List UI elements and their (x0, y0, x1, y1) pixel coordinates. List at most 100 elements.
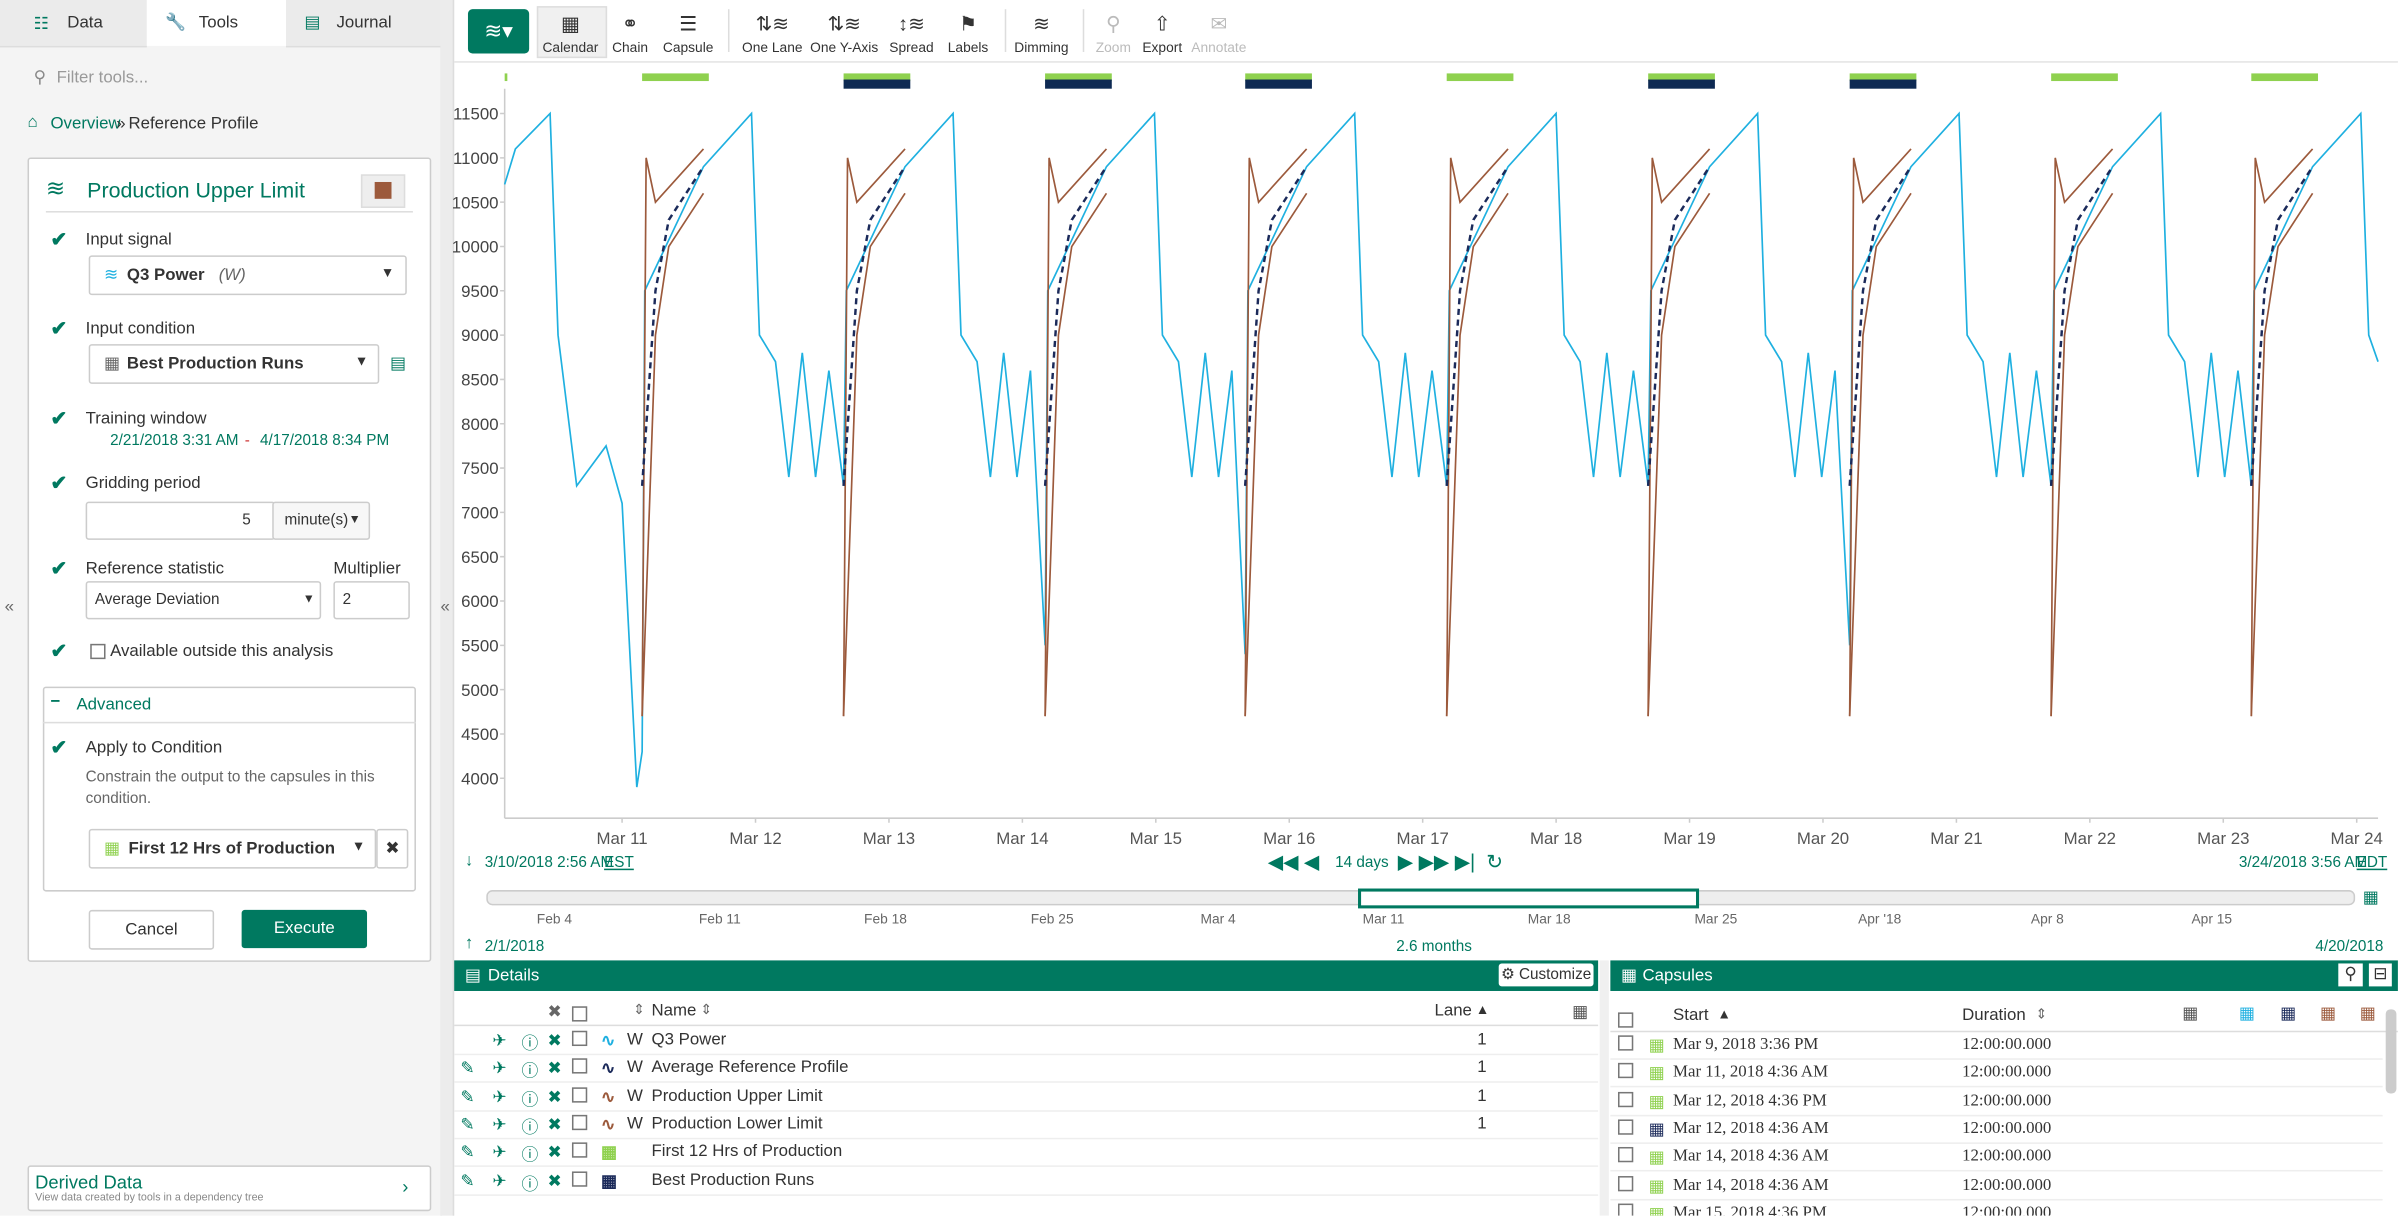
info-icon[interactable]: ⓘ (521, 1115, 538, 1139)
execute-button[interactable]: Execute (242, 910, 367, 948)
launch-icon[interactable]: ✈ (492, 1171, 506, 1191)
scrollbar[interactable] (2386, 1009, 2397, 1093)
capsule-tool[interactable]: ▦ (2239, 1003, 2255, 1023)
toolbar-button[interactable]: One Lane (742, 40, 802, 55)
launch-icon[interactable]: ✈ (492, 1143, 506, 1163)
derived-data[interactable]: Derived Data View data created by tools … (28, 1165, 432, 1211)
cancel-button[interactable]: Cancel (89, 910, 214, 950)
statistic-select[interactable]: Average Deviation▼ (86, 581, 322, 619)
info-icon[interactable]: ⓘ (521, 1171, 538, 1195)
checkbox[interactable] (1618, 1203, 1633, 1216)
advanced-header[interactable]: −Advanced (43, 687, 416, 724)
tab[interactable]: ☷Data (0, 0, 147, 47)
overview-span[interactable]: 2.6 months (1396, 939, 1472, 956)
column-name[interactable]: Name (651, 1002, 696, 1020)
timezone[interactable]: EDT (2357, 855, 2388, 872)
column-picker[interactable]: ▦ (1572, 1002, 1588, 1022)
collapse-left[interactable]: « (5, 598, 14, 616)
filter-input[interactable]: Filter tools... (57, 69, 149, 87)
toolbar-button[interactable]: Labels (948, 40, 989, 55)
customize-button[interactable]: ⚙ Customize (1499, 963, 1594, 986)
toolbar-button[interactable]: Zoom (1096, 40, 1131, 55)
checkbox[interactable] (1618, 1035, 1633, 1055)
checkbox[interactable] (572, 1031, 587, 1051)
checkbox[interactable] (572, 1087, 587, 1107)
checkbox[interactable] (572, 1143, 587, 1163)
condition-select[interactable]: ▦ Best Production Runs ▼ (89, 344, 380, 384)
checkbox[interactable] (572, 1115, 587, 1135)
tab[interactable]: ▤Journal (286, 0, 440, 47)
breadcrumb-link[interactable]: Overview (50, 115, 120, 133)
toolbar-button[interactable]: Export (1142, 40, 1182, 55)
info-icon[interactable]: ⓘ (521, 1059, 538, 1083)
remove-icon[interactable]: ✖ (547, 1115, 561, 1135)
signal-select[interactable]: ≋ Q3 Power (W) ▼ (89, 255, 407, 295)
toolbar-button[interactable]: Capsule (663, 40, 714, 55)
x-tick-label: Mar 17 (1397, 829, 1449, 848)
info-icon[interactable]: ⓘ (521, 1031, 538, 1055)
toolbar-button[interactable]: One Y-Axis (810, 40, 878, 55)
toolbar-button[interactable]: Chain (612, 40, 648, 55)
capsule-duration: 12:00:00.000 (1962, 1119, 2051, 1137)
collapse-button[interactable]: ⊟ (2369, 963, 2392, 986)
condition-chart-icon[interactable]: ▤ (390, 353, 406, 373)
checkbox[interactable] (1618, 1119, 1633, 1139)
view-button[interactable]: ≋▾ (468, 9, 529, 53)
capsule-tool[interactable]: ▦ (2360, 1003, 2376, 1023)
column-duration[interactable]: Duration (1962, 1006, 2026, 1024)
remove-icon[interactable]: ✖ (547, 1143, 561, 1163)
launch-icon[interactable]: ✈ (492, 1059, 506, 1079)
launch-icon[interactable]: ✈ (492, 1115, 506, 1135)
column-picker[interactable]: ▦ (2182, 1003, 2198, 1023)
checkbox[interactable] (90, 644, 105, 664)
display-end[interactable]: 3/24/2018 3:56 AM (2239, 855, 2367, 872)
edit-icon[interactable]: ✎ (460, 1171, 474, 1191)
checkbox[interactable] (1618, 1063, 1633, 1083)
nav-buttons[interactable]: ▶ ▶▶ ▶| ↻ (1398, 850, 1503, 874)
checkbox[interactable] (1618, 1091, 1633, 1111)
capsule-tool[interactable]: ▦ (2280, 1003, 2296, 1023)
remove-icon[interactable]: ✖ (547, 1171, 561, 1191)
info-icon[interactable]: ⓘ (521, 1143, 538, 1167)
remove-icon[interactable]: ✖ (547, 1087, 561, 1107)
capsule-tool[interactable]: ▦ (2320, 1003, 2336, 1023)
window-start[interactable]: 2/21/2018 3:31 AM (110, 433, 238, 450)
apply-select[interactable]: ▦ First 12 Hrs of Production ▼ (89, 829, 377, 869)
toolbar-button[interactable]: Dimming (1014, 40, 1068, 55)
clear-button[interactable]: ✖ (376, 829, 408, 869)
checkbox[interactable] (1618, 1175, 1633, 1195)
overview-start[interactable]: 2/1/2018 (485, 939, 545, 956)
zoom-button[interactable]: ⚲ (2338, 963, 2362, 986)
toolbar-button[interactable]: Annotate (1191, 40, 1246, 55)
tab-active[interactable]: 🔧Tools (147, 0, 286, 46)
toolbar-button[interactable]: Spread (889, 40, 933, 55)
unit-select[interactable]: minute(s)▼ (272, 502, 370, 540)
capsule-toggle[interactable]: ▦ (2363, 887, 2379, 907)
timezone[interactable]: EST (604, 855, 634, 872)
toolbar-button[interactable]: Calendar (542, 40, 598, 55)
edit-icon[interactable]: ✎ (460, 1143, 474, 1163)
edit-icon[interactable]: ✎ (460, 1087, 474, 1107)
launch-icon[interactable]: ✈ (492, 1087, 506, 1107)
window-end[interactable]: 4/17/2018 8:34 PM (260, 433, 389, 450)
edit-icon[interactable]: ✎ (460, 1059, 474, 1079)
edit-icon[interactable]: ✎ (460, 1115, 474, 1135)
column-lane[interactable]: Lane (1434, 1002, 1471, 1020)
checkbox[interactable] (572, 1059, 587, 1079)
splitter[interactable] (1600, 960, 1609, 1215)
multiplier-input[interactable]: 2 (333, 581, 409, 619)
display-span[interactable]: 14 days (1335, 855, 1389, 872)
checkbox[interactable] (1618, 1147, 1633, 1167)
display-start[interactable]: 3/10/2018 2:56 AM (485, 855, 613, 872)
remove-icon[interactable]: ✖ (547, 1059, 561, 1079)
color-picker[interactable] (361, 174, 405, 208)
checkbox[interactable] (572, 1171, 587, 1191)
period-input[interactable]: 5 (86, 502, 276, 540)
remove-icon[interactable]: ✖ (547, 1031, 561, 1051)
overview-end[interactable]: 4/20/2018 (2315, 939, 2383, 956)
column-start[interactable]: Start (1673, 1006, 1709, 1024)
overview-window[interactable] (1358, 889, 1699, 909)
launch-icon[interactable]: ✈ (492, 1031, 506, 1051)
nav-buttons[interactable]: ◀◀ ◀ (1268, 850, 1319, 874)
info-icon[interactable]: ⓘ (521, 1087, 538, 1111)
